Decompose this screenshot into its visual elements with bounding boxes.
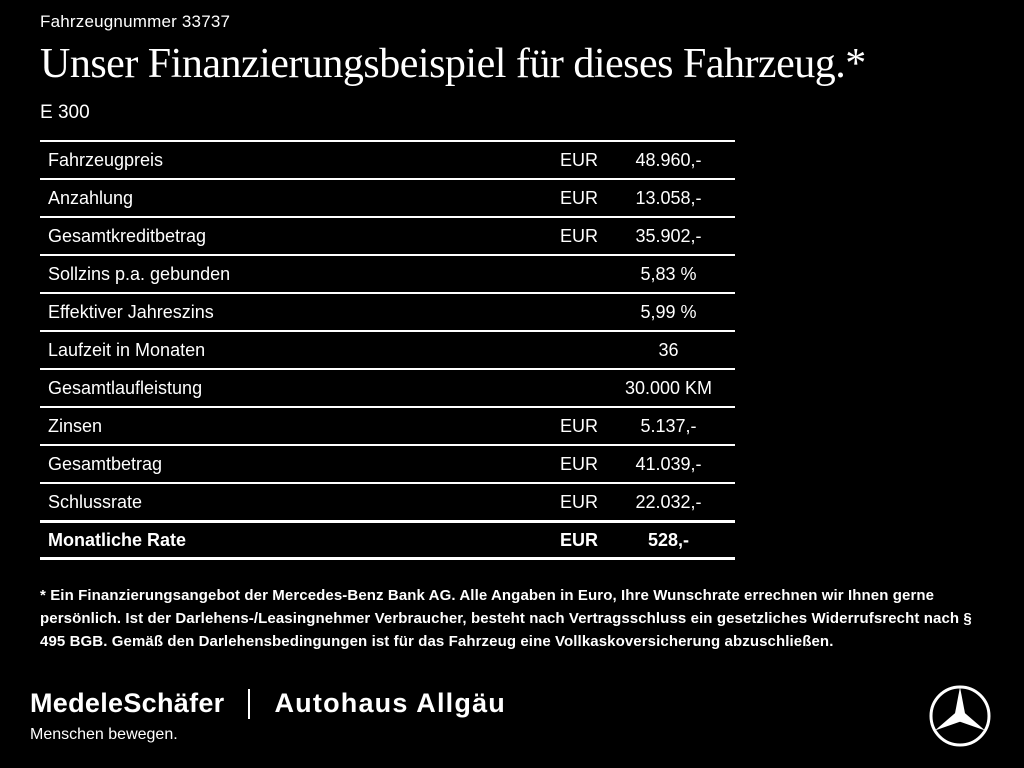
row-value: 5,83 % xyxy=(640,263,697,284)
dealer-logos: MedeleSchäfer Autohaus Allgäu Menschen b… xyxy=(30,688,506,744)
row-currency: EUR xyxy=(560,225,599,246)
row-currency: EUR xyxy=(560,187,599,208)
table-row: Anzahlung EUR 13.058,- xyxy=(40,178,735,216)
row-value: 35.902,- xyxy=(635,225,702,246)
row-label: Gesamtkreditbetrag xyxy=(48,225,207,246)
table-row: Zinsen EUR 5.137,- xyxy=(40,406,735,444)
row-value: 5.137,- xyxy=(640,415,697,436)
table-row: Laufzeit in Monaten 36 xyxy=(40,330,735,368)
table-row: Gesamtbetrag EUR 41.039,- xyxy=(40,444,735,482)
row-label: Anzahlung xyxy=(48,187,134,208)
dealer-logo-autohaus-allgaeu: Autohaus Allgäu xyxy=(274,688,506,718)
row-value: 48.960,- xyxy=(635,149,702,170)
table-row: Gesamtlaufleistung 30.000 KM xyxy=(40,368,735,406)
row-currency: EUR xyxy=(560,491,599,512)
row-label: Zinsen xyxy=(48,415,103,436)
logo-divider xyxy=(248,688,251,719)
row-currency: EUR xyxy=(560,453,599,474)
row-value: 22.032,- xyxy=(635,491,702,512)
row-value: 41.039,- xyxy=(635,453,702,474)
finance-offer-page: Fahrzeugnummer 33737 Unser Finanzierungs… xyxy=(40,12,972,650)
table-row: Schlussrate EUR 22.032,- xyxy=(40,482,735,520)
row-value: 528,- xyxy=(647,529,690,550)
row-label: Sollzins p.a. gebunden xyxy=(48,263,231,284)
table-row: Effektiver Jahreszins 5,99 % xyxy=(40,292,735,330)
row-label: Monatliche Rate xyxy=(48,529,187,550)
row-label: Gesamtbetrag xyxy=(48,453,163,474)
row-value: 36 xyxy=(658,339,679,360)
row-value: 30.000 KM xyxy=(624,377,713,398)
table-row-monthly-rate: Monatliche Rate EUR 528,- xyxy=(40,520,735,560)
row-currency: EUR xyxy=(560,529,599,550)
legal-footnote: * Ein Finanzierungsangebot der Mercedes-… xyxy=(40,587,972,650)
table-row: Fahrzeugpreis EUR 48.960,- xyxy=(40,140,735,178)
row-label: Laufzeit in Monaten xyxy=(48,339,206,360)
row-value: 13.058,- xyxy=(635,187,702,208)
footer: MedeleSchäfer Autohaus Allgäu Menschen b… xyxy=(30,684,992,748)
dealer-tagline: Menschen bewegen. xyxy=(30,726,178,743)
row-label: Fahrzeugpreis xyxy=(48,149,164,170)
page-title: Unser Finanzierungsbeispiel für dieses F… xyxy=(40,41,866,87)
finance-table: Fahrzeugpreis EUR 48.960,- Anzahlung EUR… xyxy=(40,140,735,560)
row-currency: EUR xyxy=(560,415,599,436)
row-currency: EUR xyxy=(560,149,599,170)
dealer-logo-medele-schaefer: MedeleSchäfer xyxy=(30,688,225,718)
vehicle-number: Fahrzeugnummer 33737 xyxy=(40,12,231,31)
mercedes-star-icon xyxy=(928,684,992,748)
row-label: Gesamtlaufleistung xyxy=(48,377,203,398)
row-value: 5,99 % xyxy=(640,301,697,322)
row-label: Schlussrate xyxy=(48,491,143,512)
table-row: Gesamtkreditbetrag EUR 35.902,- xyxy=(40,216,735,254)
model-name: E 300 xyxy=(40,102,90,123)
table-row: Sollzins p.a. gebunden 5,83 % xyxy=(40,254,735,292)
dealer-logo-line: MedeleSchäfer Autohaus Allgäu xyxy=(30,688,506,719)
row-label: Effektiver Jahreszins xyxy=(48,301,214,322)
